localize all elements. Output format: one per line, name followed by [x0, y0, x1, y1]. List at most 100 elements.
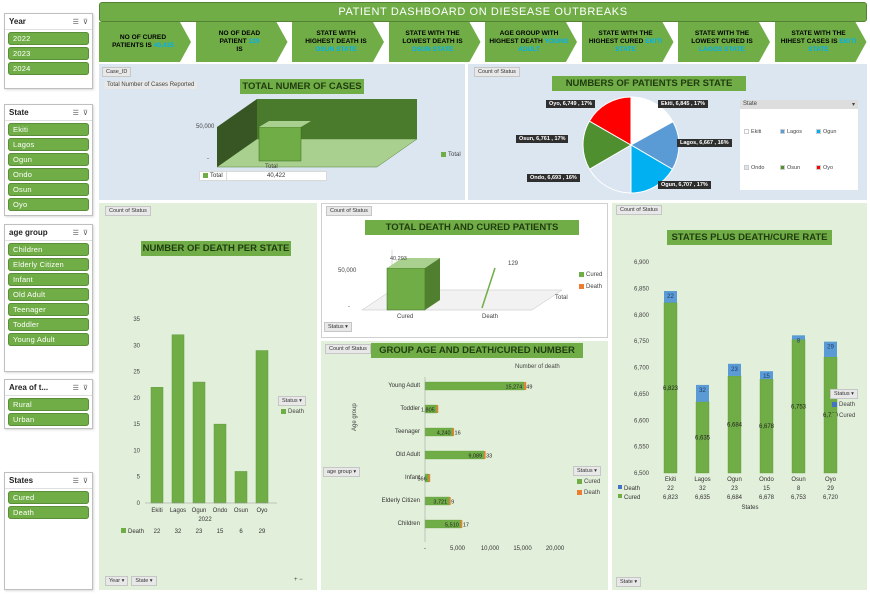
death-field-button[interactable]: Count of Status	[105, 206, 151, 216]
age-group-item-toddler[interactable]: Toddler	[8, 318, 89, 331]
legend-swatch	[780, 129, 785, 135]
state-item-ekiti[interactable]: Ekiti	[8, 123, 89, 136]
multi-select-icon[interactable]: ☰	[72, 109, 79, 117]
kpi-line1: NO OF CURED	[119, 34, 167, 41]
age-group-item-teenager[interactable]: Teenager	[8, 303, 89, 316]
bar-death-lagos	[696, 384, 709, 402]
pie-slice-ekiti	[630, 96, 674, 146]
clear-filter-icon[interactable]: ⊽	[82, 384, 88, 392]
row-label-cured: Cured	[624, 495, 640, 501]
status-filter-button[interactable]: Status ▾	[278, 396, 306, 406]
x-label-ekiti: Ekiti	[665, 477, 676, 483]
age-group-item-elderly-citizen[interactable]: Elderly Citizen	[8, 258, 89, 271]
cured-label: 6,753	[791, 404, 807, 410]
chevron-down-icon: ▾	[634, 579, 638, 585]
age-group-filter-button[interactable]: age group ▾	[323, 467, 361, 477]
state-item-lagos[interactable]: Lagos	[8, 138, 89, 151]
multi-select-icon[interactable]: ☰	[72, 18, 79, 26]
state-button[interactable]: State ▾	[616, 577, 642, 587]
clear-filter-icon[interactable]: ⊽	[82, 477, 88, 485]
cured-value: 1,805	[421, 408, 435, 414]
pie-label-lagos: Lagos, 6,667 , 16%	[677, 139, 732, 147]
area-item-rural[interactable]: Rural	[8, 398, 89, 411]
x-label-lagos: Lagos	[694, 477, 710, 483]
year-item-2023[interactable]: 2023	[8, 47, 89, 60]
state-item-oyo[interactable]: Oyo	[8, 198, 89, 211]
row-label: Total	[210, 173, 223, 180]
year-item-2022[interactable]: 2022	[8, 32, 89, 45]
x-label-osun: Osun	[234, 508, 248, 514]
status-filter-button[interactable]: Status ▾	[830, 389, 858, 399]
age-group-item-infant[interactable]: Infant	[8, 273, 89, 286]
kpi-line2: PATIENT	[219, 38, 247, 45]
bar-ondo	[213, 423, 227, 504]
legend-label: Osun	[787, 165, 801, 171]
legend-item-ondo: Ondo	[744, 165, 780, 171]
age-group-item-children[interactable]: Children	[8, 243, 89, 256]
status-item-cured[interactable]: Cured	[8, 491, 89, 504]
left-wall	[217, 99, 257, 167]
clear-filter-icon[interactable]: ⊽	[82, 109, 88, 117]
area-item-urban[interactable]: Urban	[8, 413, 89, 426]
status-filter-button[interactable]: Status ▾	[573, 466, 601, 476]
expand-icon[interactable]: + −	[294, 577, 303, 583]
cure-rate-panel: Count of Status STATES PLUS DEATH/CURE R…	[612, 203, 867, 590]
death-table-value: 15	[763, 486, 770, 492]
x-label-osun: Osun	[791, 477, 805, 483]
death-table-value: 22	[667, 486, 674, 492]
dashboard-title: PATIENT DASHBOARD ON DIESEASE OUTBREAKS	[99, 2, 867, 22]
age-group-title: GROUP AGE AND DEATH/CURED NUMBER	[371, 343, 583, 358]
x-axis-title: States	[741, 505, 758, 511]
x-label-ogun: Ogun	[727, 477, 742, 483]
state-item-ondo[interactable]: Ondo	[8, 168, 89, 181]
clear-filter-icon[interactable]: ⊽	[82, 229, 88, 237]
pie-field-button[interactable]: Count of Status	[474, 67, 520, 77]
cured-table-value: 6,678	[759, 495, 775, 501]
x-label-ondo: Ondo	[759, 477, 774, 483]
button-label: Year	[109, 578, 121, 584]
bar-death-teenager	[452, 428, 455, 436]
multi-select-icon[interactable]: ☰	[72, 384, 79, 392]
data-table: Total 40,422	[199, 170, 327, 182]
legend-swatch	[579, 284, 584, 289]
year-item-2024[interactable]: 2024	[8, 62, 89, 75]
case-id-field-button[interactable]: Case_ID	[102, 67, 132, 77]
state-item-osun[interactable]: Osun	[8, 183, 89, 196]
cure-rate-field-button[interactable]: Count of Status	[616, 205, 662, 215]
death-label: 29	[827, 345, 834, 351]
legend-label: Oyo	[823, 165, 834, 171]
state-item-ogun[interactable]: Ogun	[8, 153, 89, 166]
age-group-item-old-adult[interactable]: Old Adult	[8, 288, 89, 301]
value-osun: 6	[239, 529, 243, 535]
kpi-line1: STATE WITH THE	[791, 30, 846, 37]
y-tick-label: 6,900	[634, 260, 650, 266]
death-value: 33	[486, 454, 492, 460]
age-field-button[interactable]: Count of Status	[325, 344, 371, 354]
death-cured-field-button[interactable]: Count of Status	[326, 206, 372, 216]
year-slicer: Year ☰ ⊽ 2022 2023 2024	[4, 13, 93, 89]
legend-cured: Cured	[832, 413, 855, 419]
legend-label: Ondo	[751, 165, 765, 171]
legend-title-button[interactable]: State ▾	[740, 100, 858, 109]
death-table-value: 23	[731, 486, 738, 492]
status-button[interactable]: Status ▾	[324, 322, 352, 332]
axis-label: Total	[555, 295, 568, 301]
bar-ogun	[192, 381, 206, 504]
x-label-oyo: Oyo	[256, 508, 268, 514]
state-field-button[interactable]: State ▾	[131, 576, 157, 586]
x-label-oyo: Oyo	[825, 477, 837, 483]
y-label: Toddler	[400, 406, 420, 412]
multi-select-icon[interactable]: ☰	[72, 229, 79, 237]
multi-select-icon[interactable]: ☰	[72, 477, 79, 485]
pie-label-ondo: Ondo, 6,693 , 16%	[527, 174, 580, 182]
death-label: 32	[699, 388, 706, 394]
y-tick-label: 35	[133, 317, 140, 323]
y-label: Old Adult	[396, 452, 421, 458]
age-group-panel: Count of Status GROUP AGE AND DEATH/CURE…	[321, 341, 608, 590]
age-group-item-young-adult[interactable]: Young Adult	[8, 333, 89, 346]
clear-filter-icon[interactable]: ⊽	[82, 18, 88, 26]
status-item-death[interactable]: Death	[8, 506, 89, 519]
kpi-line2: LOWEST DEATH IS	[402, 38, 463, 45]
legend-swatch	[441, 152, 446, 157]
year-field-button[interactable]: Year ▾	[105, 576, 129, 586]
